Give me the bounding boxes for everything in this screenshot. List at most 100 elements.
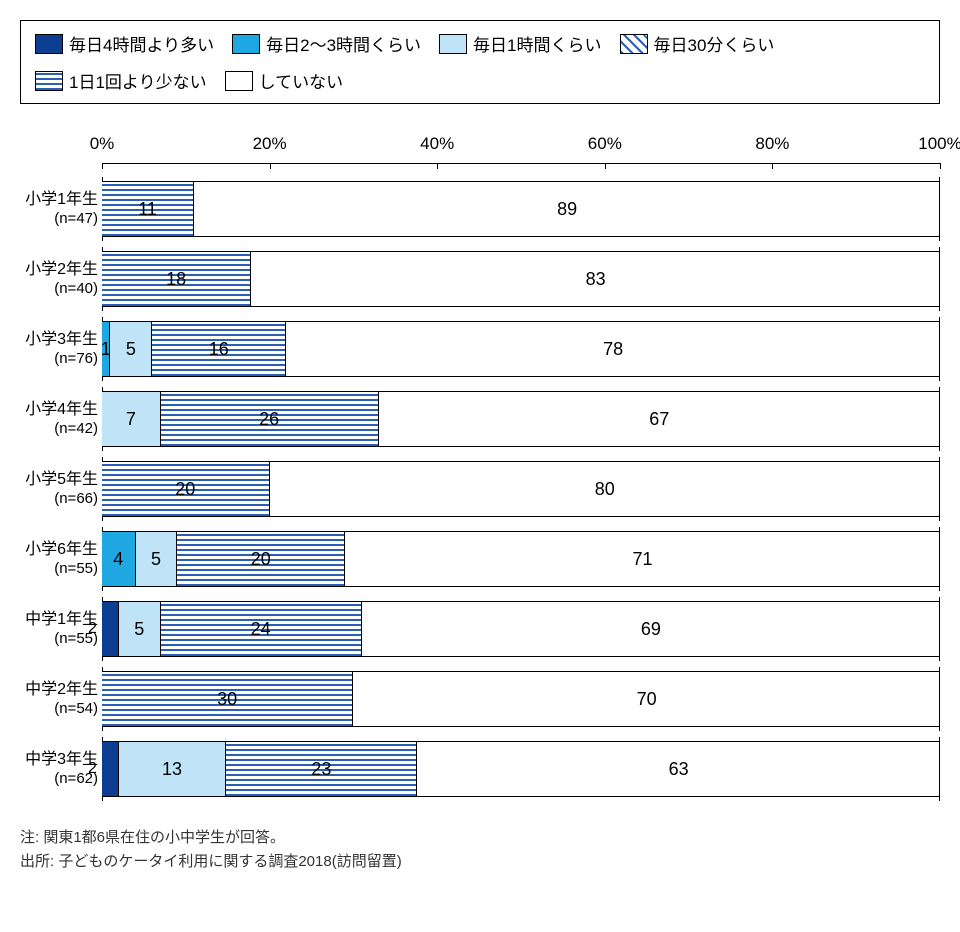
axis-tick-label: 40%	[420, 134, 454, 154]
segment-value: 5	[151, 549, 161, 570]
axis-tick-mark	[940, 163, 941, 169]
segment-value: 67	[649, 409, 669, 430]
footnote-note: 注: 関東1都6県在住の小中学生が回答。	[20, 826, 940, 850]
segment-value: 89	[557, 199, 577, 220]
category-n: (n=42)	[20, 420, 98, 439]
segment-value: 71	[632, 549, 652, 570]
segment-value: 24	[251, 619, 271, 640]
bar-segment: 11	[102, 182, 194, 236]
segment-value: 23	[311, 759, 331, 780]
segment-value: 30	[217, 689, 237, 710]
legend-item: 毎日4時間より多い	[35, 31, 214, 56]
category-n: (n=55)	[20, 630, 98, 649]
legend-item: 毎日1時間くらい	[439, 31, 601, 56]
category-label: 小学1年生(n=47)	[20, 190, 102, 229]
legend-swatch	[225, 71, 253, 91]
segment-value: 7	[126, 409, 136, 430]
category-label: 小学5年生(n=66)	[20, 470, 102, 509]
segment-value: 69	[641, 619, 661, 640]
legend-label: 毎日30分くらい	[654, 31, 775, 56]
bar-segment: 2	[102, 742, 119, 796]
category-label: 小学4年生(n=42)	[20, 400, 102, 439]
axis-tick-label: 80%	[755, 134, 789, 154]
bar-segment: 70	[353, 672, 940, 726]
axis-tick-label: 100%	[918, 134, 960, 154]
category-n: (n=47)	[20, 210, 98, 229]
legend-label: 1日1回より少ない	[69, 68, 207, 93]
segment-value: 63	[669, 759, 689, 780]
bar-row: 中学3年生(n=62)2132363	[102, 734, 940, 804]
category-name: 小学3年生	[20, 330, 98, 350]
bar-row: 中学1年生(n=55)252469	[102, 594, 940, 664]
axis-tick-label: 0%	[90, 134, 115, 154]
bar-row: 小学5年生(n=66)2080	[102, 454, 940, 524]
legend-label: 毎日4時間より多い	[69, 31, 214, 56]
bar-track: 4 5 20 71	[102, 531, 940, 587]
category-label: 小学2年生(n=40)	[20, 260, 102, 299]
bar-segment: 23	[226, 742, 417, 796]
category-label: 小学6年生(n=55)	[20, 540, 102, 579]
legend-label: 毎日2～3時間くらい	[266, 31, 421, 56]
axis-tick-label: 60%	[588, 134, 622, 154]
segment-value: 1	[101, 339, 111, 360]
bar-segment: 1	[102, 322, 110, 376]
segment-value: 83	[586, 269, 606, 290]
category-n: (n=62)	[20, 770, 98, 789]
category-n: (n=40)	[20, 280, 98, 299]
bar-track: 11 89	[102, 181, 940, 237]
category-label: 中学2年生(n=54)	[20, 680, 102, 719]
segment-value: 13	[162, 759, 182, 780]
segment-value: 11	[138, 199, 157, 220]
category-n: (n=76)	[20, 350, 98, 369]
segment-value: 5	[134, 619, 144, 640]
category-name: 小学6年生	[20, 540, 98, 560]
bar-track: 25 24 69	[102, 601, 940, 657]
bar-segment: 69	[362, 602, 940, 656]
bar-segment: 71	[345, 532, 940, 586]
chart-container: 毎日4時間より多い 毎日2～3時間くらい 毎日1時間くらい 毎日30分くらい 1日1回よ…	[20, 20, 940, 874]
bar-track: 1883	[102, 251, 940, 307]
bar-segment: 5	[119, 602, 161, 656]
segment-value: 20	[175, 479, 195, 500]
legend-swatch	[35, 71, 63, 91]
category-n: (n=55)	[20, 560, 98, 579]
bar-track: 2080	[102, 461, 940, 517]
bar-segment: 16	[152, 322, 286, 376]
category-name: 小学1年生	[20, 190, 98, 210]
segment-value: 18	[166, 269, 186, 290]
bar-segment: 5	[136, 532, 178, 586]
bar-row: 中学2年生(n=54)3070	[102, 664, 940, 734]
bar-segment: 5	[110, 322, 152, 376]
category-n: (n=54)	[20, 700, 98, 719]
segment-value: 80	[595, 479, 615, 500]
bar-segment: 4	[102, 532, 136, 586]
segment-value: 2	[88, 760, 97, 778]
bar-segment: 7	[102, 392, 161, 446]
axis-tick-mark	[772, 163, 773, 169]
category-name: 中学2年生	[20, 680, 98, 700]
axis-tick-mark	[102, 163, 103, 169]
segment-value: 4	[113, 549, 123, 570]
bars-region: 小学1年生(n=47)1189小学2年生(n=40)1883小学3年生(n=76…	[102, 174, 940, 804]
legend-item: 毎日30分くらい	[620, 31, 775, 56]
legend-swatch	[232, 34, 260, 54]
legend-label: 毎日1時間くらい	[473, 31, 601, 56]
bar-segment: 20	[177, 532, 345, 586]
bar-segment: 24	[161, 602, 362, 656]
segment-value: 16	[209, 339, 229, 360]
bar-segment: 2	[102, 602, 119, 656]
bar-segment: 89	[194, 182, 940, 236]
axis-tick-mark	[270, 163, 271, 169]
legend-swatch	[620, 34, 648, 54]
category-name: 中学3年生	[20, 750, 98, 770]
segment-value: 2	[88, 620, 97, 638]
legend-item: していない	[225, 68, 344, 93]
bar-segment: 78	[286, 322, 940, 376]
category-name: 小学4年生	[20, 400, 98, 420]
legend-label: していない	[259, 68, 344, 93]
bar-segment: 18	[102, 252, 251, 306]
bar-segment: 83	[251, 252, 940, 306]
bar-track: 15 16 78	[102, 321, 940, 377]
legend-item: 1日1回より少ない	[35, 68, 207, 93]
segment-value: 20	[251, 549, 271, 570]
